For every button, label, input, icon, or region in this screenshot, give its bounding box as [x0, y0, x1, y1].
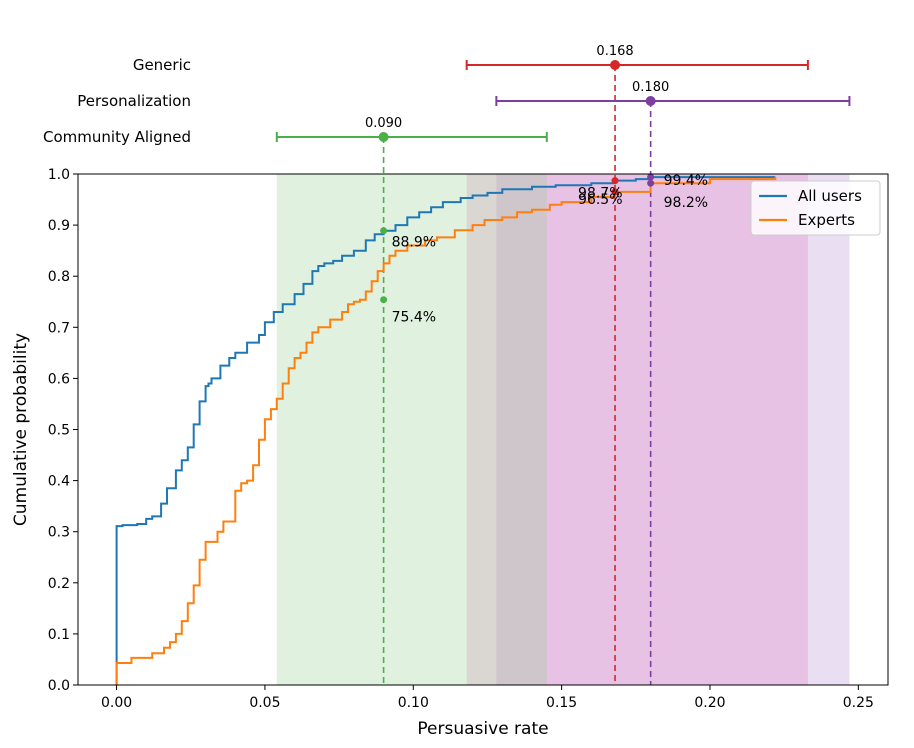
y-tick-label: 0.9: [48, 218, 70, 234]
intersection-marker: [647, 179, 655, 187]
y-tick-label: 0.7: [48, 320, 70, 336]
ci-shade-generic: [466, 174, 808, 685]
ci-row-personalization: Personalization 0.180: [77, 80, 851, 110]
legend: All users Experts: [750, 180, 881, 236]
x-tick-label: 0.20: [694, 695, 725, 711]
x-tick-label: 0.10: [398, 695, 429, 711]
series-line-experts: [115, 177, 777, 685]
ci-point: [378, 132, 389, 142]
ci-value-label: 0.168: [596, 44, 633, 59]
x-tick-label: 0.00: [101, 695, 132, 711]
percentage-annotation: 98.7%: [578, 186, 622, 202]
intersection-markers: [380, 173, 655, 304]
ci-row-generic: Generic 0.168: [133, 44, 809, 74]
percentage-annotation: 75.4%: [392, 310, 436, 326]
ci-shade-personalization: [496, 174, 850, 685]
ci-value-label: 0.180: [632, 80, 669, 95]
y-tick-label: 0.6: [48, 371, 70, 387]
x-tick-label: 0.25: [843, 695, 874, 711]
y-tick-label: 1.0: [48, 167, 70, 183]
y-axis-title: Cumulative probability: [11, 333, 31, 526]
confidence-interval-panel: Generic 0.168 Personalization 0.180 Communit…: [43, 44, 851, 146]
y-tick-label: 0.5: [48, 423, 70, 439]
ci-point: [645, 96, 656, 106]
intersection-marker: [647, 173, 655, 181]
confidence-interval-shades: [276, 174, 850, 685]
method-label: Generic: [133, 56, 191, 74]
x-axis-ticks: 0.00 0.05 0.10 0.15 0.20 0.25: [101, 685, 874, 711]
percentage-annotations: 98.7%96.5% 99.4% 98.2% 88.9% 75.4%: [392, 173, 709, 326]
x-axis-title: Persuasive rate: [417, 719, 548, 739]
ci-shade-community-aligned: [276, 174, 547, 685]
y-tick-label: 0.3: [48, 525, 70, 541]
intersection-marker: [611, 188, 619, 196]
method-label: Personalization: [77, 92, 191, 110]
ci-point: [610, 60, 621, 70]
series-line-all-users: [115, 176, 776, 685]
ci-value-label: 0.090: [365, 116, 402, 131]
y-tick-label: 0.1: [48, 627, 70, 643]
y-axis-ticks: 0.0 0.1 0.2 0.3 0.4 0.5 0.6 0.7 0.8 0.9 1.0: [48, 167, 78, 694]
y-tick-label: 0.0: [48, 678, 70, 694]
percentage-annotation: 88.9%: [392, 235, 436, 251]
percentage-annotation: 98.2%: [664, 195, 708, 211]
intersection-marker: [380, 296, 388, 304]
ci-row-community-aligned: Community Aligned 0.090: [43, 116, 548, 146]
y-tick-label: 0.4: [48, 474, 70, 490]
legend-box: [750, 180, 881, 236]
intersection-marker: [611, 177, 619, 185]
cdf-series: [115, 176, 777, 685]
legend-label: All users: [798, 187, 862, 205]
percentage-annotation: 99.4%: [664, 173, 708, 189]
percentage-annotation: 96.5%: [578, 192, 622, 208]
x-tick-label: 0.15: [546, 695, 577, 711]
y-tick-label: 0.8: [48, 269, 70, 285]
x-tick-label: 0.05: [249, 695, 280, 711]
intersection-marker: [380, 227, 388, 235]
legend-label: Experts: [798, 211, 855, 229]
method-label: Community Aligned: [43, 128, 191, 146]
y-tick-label: 0.2: [48, 576, 70, 592]
